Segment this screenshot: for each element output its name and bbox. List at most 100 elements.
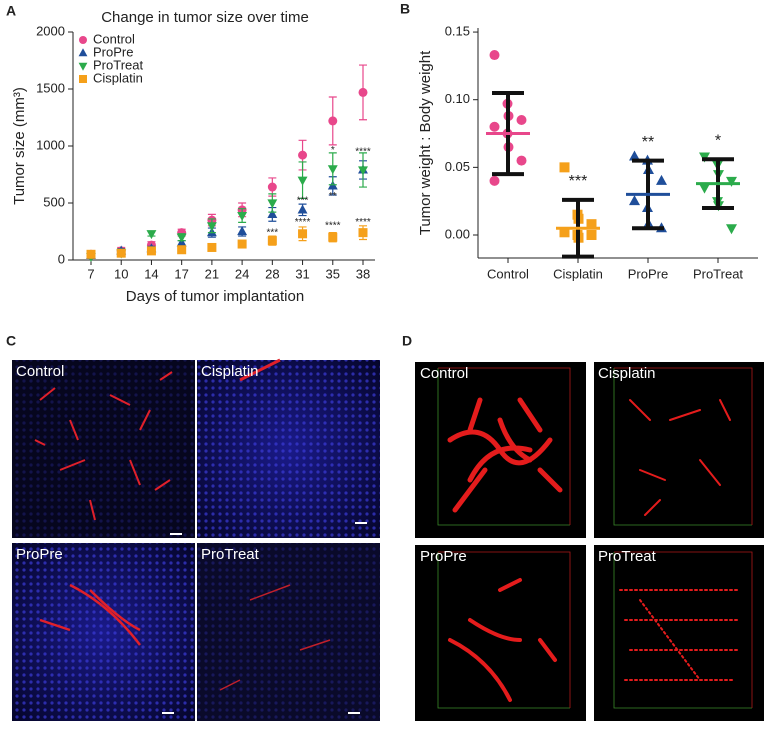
image-box (438, 367, 753, 708)
point (297, 204, 308, 214)
point (328, 232, 338, 242)
image-texture (197, 360, 380, 538)
image-label: Control (16, 363, 64, 380)
point (699, 183, 710, 194)
point (586, 230, 597, 240)
point (267, 209, 278, 218)
annotation: **** (355, 146, 371, 157)
x-tick-label: 31 (295, 266, 309, 281)
point (267, 199, 278, 209)
point (559, 227, 570, 238)
point (207, 242, 217, 252)
point (489, 175, 500, 186)
point (656, 174, 667, 185)
legend-label: Control (93, 31, 135, 46)
annotation: **** (355, 217, 371, 228)
point (297, 176, 308, 186)
y-tick-label: 0.05 (445, 159, 470, 174)
vessels (34, 371, 173, 521)
x-axis-label: Days of tumor implantation (126, 288, 304, 305)
annotation: **** (325, 220, 341, 231)
image-frame (594, 545, 764, 721)
legend-label: ProPre (93, 44, 133, 59)
x-tick-label: 24 (235, 266, 249, 281)
annotation: *** (266, 227, 278, 238)
image-frame (415, 545, 586, 721)
annotation: ** (642, 134, 654, 151)
image-axes (437, 368, 752, 709)
y-tick-label: 500 (43, 194, 65, 209)
point (78, 62, 88, 71)
y-tick-label: 0 (58, 251, 65, 266)
image-label: ProPre (16, 546, 63, 563)
x-tick-label: 17 (174, 266, 188, 281)
point (267, 182, 277, 192)
image-texture (12, 360, 195, 538)
x-tick-label: 14 (144, 266, 158, 281)
x-tick-label: 38 (356, 266, 370, 281)
annotation: * (331, 145, 335, 156)
image-label: Control (420, 365, 468, 382)
y-tick-label: 0.00 (445, 226, 470, 241)
x-tick-label: Control (487, 266, 529, 281)
point (146, 230, 157, 240)
point (78, 48, 88, 57)
point (726, 224, 737, 235)
panel-label: A (6, 3, 16, 19)
panel-c-images (12, 358, 380, 721)
x-tick-label: ProPre (628, 266, 668, 281)
point (516, 115, 527, 125)
panel-label: C (6, 333, 16, 349)
point (79, 36, 87, 44)
y-axis-label: Tumor weight : Body weight (417, 50, 434, 235)
chart-title: Change in tumor size over time (101, 9, 309, 26)
point (237, 239, 247, 249)
y-tick-label: 1500 (36, 80, 65, 95)
annotation: ** (329, 191, 337, 202)
point (327, 165, 338, 175)
y-tick-label: 1000 (36, 137, 65, 152)
point (358, 166, 368, 176)
point (116, 248, 126, 258)
image-label: ProPre (420, 548, 467, 565)
panel-label: D (402, 333, 412, 349)
point (489, 121, 500, 132)
image-label: ProTreat (598, 548, 657, 565)
point (559, 162, 570, 173)
y-tick-label: 0.10 (445, 91, 470, 106)
point (328, 116, 338, 126)
vessels (39, 583, 141, 646)
vessels (219, 584, 331, 691)
point (629, 150, 640, 161)
point (267, 236, 277, 246)
point (516, 155, 527, 166)
annotation: * (715, 132, 721, 149)
point (206, 222, 217, 232)
image-label: ProTreat (201, 546, 260, 563)
scale-bars (162, 522, 367, 714)
point (237, 226, 248, 236)
point (237, 211, 248, 221)
point (86, 249, 96, 259)
vessels (447, 397, 741, 702)
image-label: Cisplatin (201, 363, 259, 380)
point (358, 87, 368, 97)
point (298, 150, 308, 160)
x-tick-label: 21 (205, 266, 219, 281)
annotation: **** (295, 217, 311, 228)
annotation: *** (569, 173, 588, 190)
image-label: Cisplatin (598, 365, 656, 382)
x-tick-label: ProTreat (693, 266, 743, 281)
x-tick-label: 35 (326, 266, 340, 281)
annotation: *** (297, 195, 309, 206)
panel-label: B (400, 1, 410, 17)
y-tick-label: 0.15 (445, 23, 470, 38)
y-tick-label: 2000 (36, 23, 65, 38)
image-texture (12, 543, 195, 721)
point (489, 50, 500, 61)
x-tick-label: 28 (265, 266, 279, 281)
point (298, 229, 308, 239)
image-frame (594, 362, 764, 538)
point (586, 219, 597, 230)
